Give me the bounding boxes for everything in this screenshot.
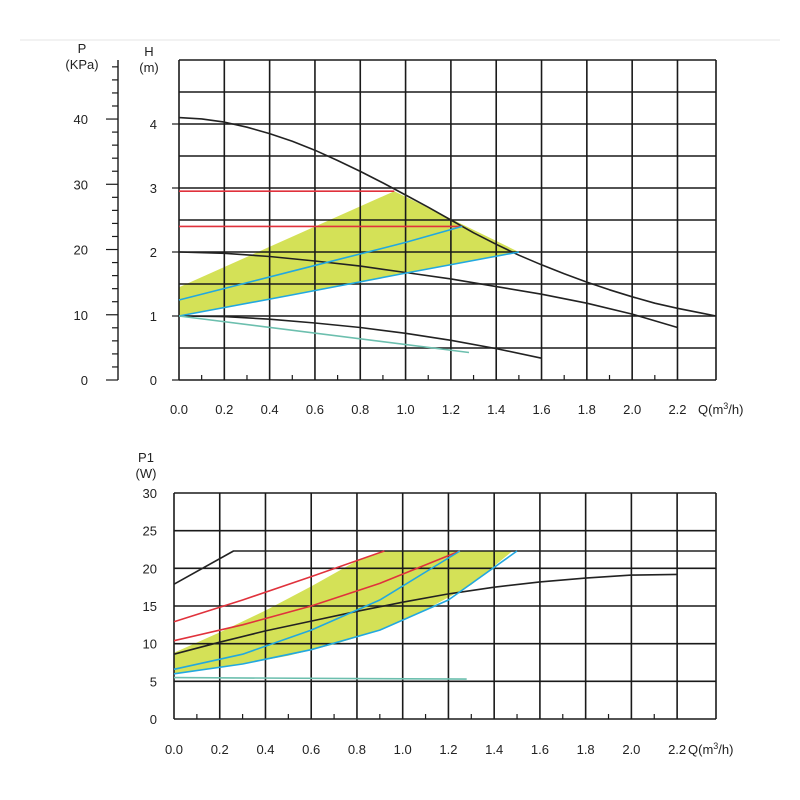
x-tick-label: 0.4	[256, 742, 274, 757]
pressure-tick-label: 20	[74, 243, 88, 258]
x-tick-label: 2.2	[668, 402, 686, 417]
x-axis-label: Q(m3/h)	[698, 401, 743, 417]
y-tick-label: 20	[143, 561, 157, 576]
y-tick-label: 3	[150, 181, 157, 196]
series-line-3	[173, 550, 385, 623]
y-axis-label-line1: H	[144, 44, 153, 59]
x-axis-label-sup: 3	[723, 401, 728, 411]
y-tick-label: 0	[150, 373, 157, 388]
x-tick-label: 0.2	[211, 742, 229, 757]
y-tick-label: 5	[150, 674, 157, 689]
x-tick-label: 2.0	[623, 402, 641, 417]
operating-zone	[174, 551, 513, 674]
power-chart: 0.0 0.2 0.4 0.6 0.8 1.0 1.2 1.4 1.6 1.8 2.0 2.2 0 5 10…	[136, 450, 734, 757]
x-tick-label: 1.8	[578, 402, 596, 417]
pressure-tick-label: 0	[81, 373, 88, 388]
grid	[173, 492, 717, 720]
x-tick-label: 1.6	[532, 402, 550, 417]
series-line-7	[173, 676, 467, 680]
x-axis-label-sup: 3	[713, 741, 718, 751]
series-group	[173, 550, 716, 680]
x-axis-label-main: Q(m	[698, 402, 723, 417]
y-tick-label: 4	[150, 117, 157, 132]
y2-axis-label-line1: P	[78, 41, 87, 56]
y2-axis-label-line2: (KPa)	[65, 57, 98, 72]
series-line-6	[173, 550, 518, 675]
y-tick-label: 0	[150, 712, 157, 727]
series-line-6	[178, 225, 463, 301]
y-tick-label: 15	[143, 599, 157, 614]
x-tick-label: 1.2	[442, 402, 460, 417]
x-tick-label: 2.2	[668, 742, 686, 757]
series-line-3	[178, 315, 542, 359]
x-tick-label: 1.6	[531, 742, 549, 757]
x-tick-label: 1.4	[485, 742, 503, 757]
x-tick-label: 0.6	[306, 402, 324, 417]
series-line-1	[178, 116, 717, 317]
series-line-1	[173, 550, 716, 585]
x-tick-label: 1.2	[439, 742, 457, 757]
x-tick-label: 0.0	[170, 402, 188, 417]
tick-labels: 0.0 0.2 0.4 0.6 0.8 1.0 1.2 1.4 1.6 1.8 2.0 2.2 0 1 2 3…	[150, 117, 687, 417]
y-axis-label-line2: (m)	[139, 60, 159, 75]
operating-zone-area	[174, 551, 513, 674]
series-group	[178, 116, 717, 359]
x-axis-label-tail: /h)	[728, 402, 743, 417]
y-tick-label: 1	[150, 309, 157, 324]
x-tick-label: 0.0	[165, 742, 183, 757]
series-line-5	[173, 550, 461, 671]
y-axis-label-line2: (W)	[136, 466, 157, 481]
y-tick-label: 30	[143, 486, 157, 501]
x-tick-label: 0.4	[261, 402, 279, 417]
x-tick-label: 2.0	[622, 742, 640, 757]
series-line-7	[178, 251, 520, 317]
x-tick-label: 1.8	[577, 742, 595, 757]
x-tick-label: 0.8	[348, 742, 366, 757]
y-axis-label-line1: P1	[138, 450, 154, 465]
pressure-tick-label: 30	[74, 177, 88, 192]
grid	[178, 59, 717, 381]
x-axis-label-main: Q(m	[688, 742, 713, 757]
y-tick-label: 25	[143, 524, 157, 539]
x-tick-label: 0.6	[302, 742, 320, 757]
x-tick-label: 1.0	[394, 742, 412, 757]
x-tick-label: 0.2	[215, 402, 233, 417]
x-axis-label-tail: /h)	[718, 742, 733, 757]
x-axis-label: Q(m3/h)	[688, 741, 733, 757]
pressure-tick-label: 10	[74, 308, 88, 323]
x-tick-label: 1.0	[397, 402, 415, 417]
y-tick-label: 2	[150, 245, 157, 260]
x-tick-label: 1.4	[487, 402, 505, 417]
series-line-2	[178, 251, 678, 329]
series-line-4	[173, 550, 461, 642]
y-tick-label: 10	[143, 637, 157, 652]
tick-labels: 0.0 0.2 0.4 0.6 0.8 1.0 1.2 1.4 1.6 1.8 2.0 2.2 0 5 10…	[143, 486, 687, 757]
x-tick-label: 0.8	[351, 402, 369, 417]
series-line-2	[173, 573, 678, 655]
pressure-tick-label: 40	[74, 112, 88, 127]
series-line-8	[178, 315, 470, 354]
